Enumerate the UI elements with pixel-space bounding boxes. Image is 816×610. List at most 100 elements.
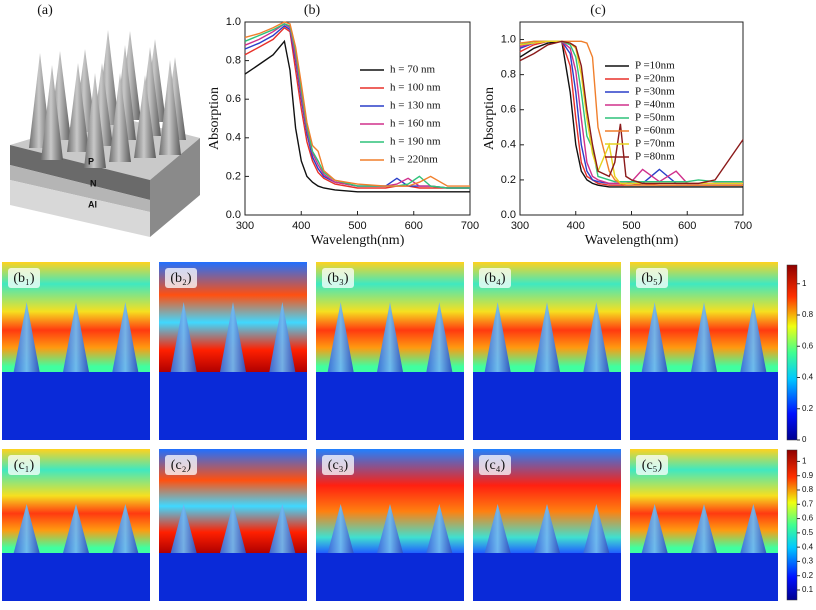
legend-label: h = 220nm (390, 154, 438, 166)
legend-label: h = 100 nm (390, 82, 441, 94)
x-tick-label: 700 (461, 220, 479, 232)
field-label: (b₄) (484, 271, 506, 286)
series-line (519, 40, 743, 183)
x-tick-label: 600 (405, 220, 423, 232)
legend-label: P =80nm (635, 151, 675, 163)
field-cone (484, 504, 511, 553)
legend-label: h = 130 nm (390, 100, 441, 112)
field-label: (c₄) (485, 458, 506, 473)
field-cone (327, 302, 354, 372)
field-cone (13, 504, 40, 553)
y-tick-label: 0.4 (226, 132, 241, 144)
field-cone (691, 504, 717, 553)
substrate (159, 553, 307, 601)
field-label-bg (8, 455, 40, 475)
legend-label: P =20nm (635, 73, 675, 85)
field-cone (327, 504, 354, 553)
field-label: (c₁) (14, 458, 35, 473)
substrate (630, 372, 778, 440)
field-label-bg (165, 268, 197, 288)
x-axis-label: Wavelength(nm) (585, 233, 679, 248)
series-line (244, 21, 470, 187)
cone (109, 73, 131, 162)
field-cone (269, 302, 296, 372)
colorbar-tick-label: 0.8 (802, 310, 814, 319)
series-line (244, 26, 470, 189)
field-label: (b₂) (170, 271, 192, 286)
layer-n (10, 165, 150, 212)
legend-label: P =30nm (635, 86, 675, 98)
field-label: (c₃) (328, 458, 349, 473)
field-label: (b₃) (327, 271, 349, 286)
x-tick-label: 600 (678, 220, 696, 232)
block-side (150, 138, 200, 237)
y-axis-label: Absorption (482, 87, 497, 150)
colorbar (786, 264, 798, 441)
x-tick-label: 500 (348, 220, 366, 232)
layer-label: N (90, 178, 97, 188)
field-cone (112, 504, 139, 553)
y-tick-label: 0.2 (226, 170, 241, 182)
colorbar-tick-label: 0.5 (802, 528, 814, 537)
field-label: (c₂) (171, 458, 192, 473)
y-tick-label: 1.0 (226, 16, 241, 28)
x-axis-label: Wavelength(nm) (311, 233, 405, 248)
legend-label: P =70nm (635, 138, 675, 150)
field-cone (691, 302, 717, 372)
colorbar-tick-label: 0.4 (802, 542, 814, 551)
field-label: (c₅) (642, 458, 663, 473)
panel-label: (a) (37, 3, 53, 18)
substrate (316, 372, 464, 440)
field-label-bg (479, 268, 511, 288)
field-cone (170, 504, 197, 553)
legend-label: P =10nm (635, 60, 675, 72)
x-tick-label: 300 (511, 220, 529, 232)
layer-label: P (88, 156, 94, 166)
y-axis-label: Absorption (207, 87, 222, 150)
field-label-bg (636, 455, 668, 475)
field-cone (377, 302, 403, 372)
colorbar-tick-label: 0.1 (802, 585, 814, 594)
series-line (244, 39, 470, 193)
colorbar-tick-label: 0.6 (802, 514, 814, 523)
y-tick-label: 0.2 (501, 174, 516, 186)
cone (84, 73, 106, 168)
cone (41, 65, 63, 160)
field-cone (641, 504, 668, 553)
field-label-bg (8, 268, 40, 288)
field-cone (220, 504, 246, 553)
series-line (519, 40, 743, 185)
y-tick-label: 1.0 (501, 33, 516, 45)
field-cone (484, 302, 511, 372)
substrate (473, 553, 621, 601)
field-label-bg (322, 455, 354, 475)
field-cone (377, 504, 403, 553)
y-tick-label: 0.8 (226, 55, 241, 67)
field-cone (641, 302, 668, 372)
substrate (630, 553, 778, 601)
x-tick-label: 500 (622, 220, 640, 232)
colorbar-tick-label: 0.6 (802, 341, 814, 350)
field-cone (13, 302, 40, 372)
field-cone (220, 302, 246, 372)
field-cone (583, 302, 610, 372)
legend-label: P =60nm (635, 125, 675, 137)
colorbar-tick-label: 0.7 (802, 499, 814, 508)
field-label-bg (479, 455, 511, 475)
series-line (244, 23, 470, 189)
series-line (519, 40, 743, 188)
x-tick-label: 400 (567, 220, 585, 232)
colorbar-tick-label: 0 (802, 435, 807, 444)
substrate (316, 553, 464, 601)
x-tick-label: 300 (236, 220, 254, 232)
x-tick-label: 400 (292, 220, 310, 232)
layer-al (10, 180, 150, 237)
legend-label: h = 160 nm (390, 118, 441, 130)
legend-label: P =40nm (635, 99, 675, 111)
panel-label: (c) (590, 3, 606, 18)
substrate (473, 372, 621, 440)
y-tick-label: 0.8 (501, 69, 516, 81)
y-tick-label: 0.0 (226, 209, 241, 221)
series-line (519, 40, 743, 186)
x-tick-label: 700 (734, 220, 752, 232)
